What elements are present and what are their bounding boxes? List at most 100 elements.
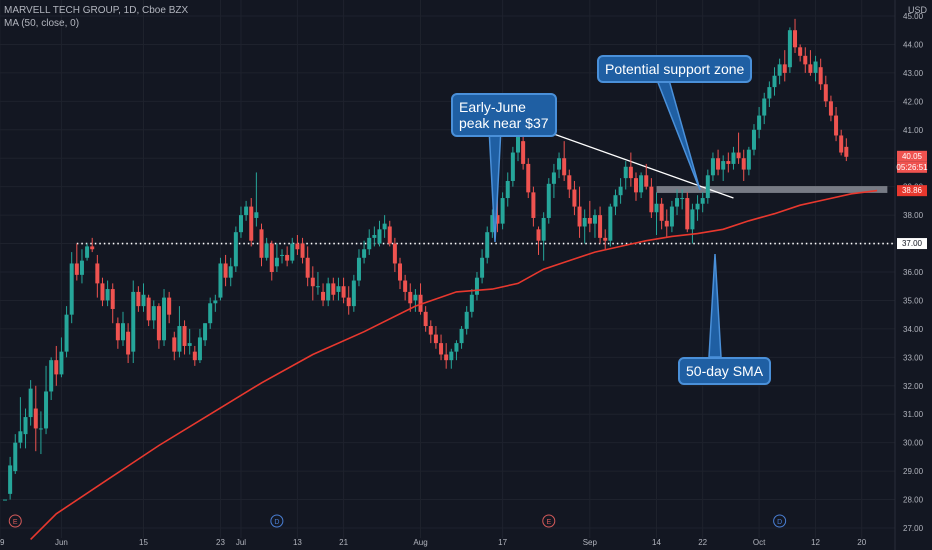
x-tick-label: Jun <box>55 538 68 547</box>
candle-up <box>213 300 218 304</box>
candle-up <box>690 209 695 230</box>
candle-up <box>510 152 515 181</box>
candle-up <box>280 254 285 256</box>
candle-up <box>336 286 341 292</box>
candle-up <box>777 64 782 76</box>
candle-down <box>408 291 413 304</box>
indicator-label[interactable]: MA (50, close, 0) <box>4 18 80 29</box>
candle-up <box>608 206 613 241</box>
candle-up <box>141 294 146 307</box>
y-tick-label: 31.00 <box>903 410 924 419</box>
candle-down <box>428 326 433 335</box>
candle-up <box>120 323 125 341</box>
candle-up <box>151 306 156 321</box>
candle-up <box>557 158 562 170</box>
candle-up <box>218 263 223 298</box>
candle-down <box>562 158 567 176</box>
currency-label: USD <box>908 5 928 15</box>
candle-up <box>244 206 249 216</box>
candle-down <box>192 351 197 361</box>
candle-up <box>177 326 182 352</box>
candle-up <box>459 328 464 344</box>
sma-callout[interactable]: 50-day SMA <box>678 357 772 385</box>
last-price-tag: 40.05 <box>902 152 923 161</box>
candle-up <box>490 215 495 233</box>
candle-down <box>603 237 608 241</box>
candle-up <box>197 337 202 361</box>
candle-up <box>500 198 505 224</box>
x-tick-label: Aug <box>413 538 427 547</box>
candle-down <box>136 291 141 307</box>
candle-down <box>716 158 721 170</box>
candle-up <box>449 351 454 361</box>
candle-up <box>546 183 551 218</box>
support-zone-callout[interactable]: Potential support zone <box>597 55 753 83</box>
candle-down <box>839 135 844 153</box>
candle-up <box>131 291 136 352</box>
ma-line <box>30 189 878 540</box>
candle-up <box>315 286 320 288</box>
candle-up <box>762 98 767 116</box>
candle-up <box>613 195 618 207</box>
candle-up <box>731 152 736 164</box>
ma-value-tag-bg <box>897 185 927 197</box>
candle-up <box>326 283 331 301</box>
x-tick-label: Oct <box>753 538 766 547</box>
x-tick-label: 22 <box>698 538 707 547</box>
candle-up <box>710 158 715 176</box>
candle-down <box>321 291 326 301</box>
countdown-tag: 05:26:51 <box>896 163 928 172</box>
candle-down <box>444 354 449 361</box>
candle-down <box>577 206 582 227</box>
time-axis[interactable]: 9 Jun 15 23 Jul 13 21 Aug 17 Sep 14 22 Oct 12 20 E D E D <box>0 514 867 547</box>
candle-up <box>721 161 726 170</box>
candle-up <box>264 243 269 258</box>
candle-up <box>18 431 23 443</box>
event-marker-label: D <box>274 519 279 526</box>
candle-down <box>182 326 187 346</box>
price-axis[interactable]: USD 27.00 28.00 29.00 30.00 31.00 32.00 33.00 34… <box>894 0 928 550</box>
candle-down <box>828 101 833 116</box>
candle-up <box>623 166 628 179</box>
candle-up <box>372 235 377 238</box>
candle-down <box>387 226 392 244</box>
y-tick-label: 34.00 <box>903 325 924 334</box>
candle-up <box>203 323 208 341</box>
candle-down <box>310 277 315 287</box>
overlays <box>76 120 895 245</box>
y-tick-label: 27.00 <box>903 524 924 533</box>
candle-down <box>628 166 633 179</box>
candle-down <box>95 263 100 284</box>
candle-up <box>485 232 490 258</box>
candle-down <box>531 192 536 218</box>
candle-up <box>705 175 710 199</box>
x-tick-label: 15 <box>139 538 148 547</box>
candle-down <box>126 331 131 355</box>
candle-up <box>85 246 90 258</box>
candle-down <box>803 55 808 65</box>
y-tick-label: 43.00 <box>903 69 924 78</box>
candle-up <box>59 351 64 375</box>
candle-up <box>669 206 674 227</box>
candle-up <box>49 360 54 392</box>
candle-down <box>798 47 803 56</box>
candle-up <box>582 217 587 227</box>
candle-down <box>736 152 741 159</box>
last-price-tag-bg <box>897 150 927 162</box>
candle-down <box>741 158 746 170</box>
symbol-title[interactable]: MARVELL TECH GROUP, 1D, Cboe BZX <box>4 5 189 16</box>
candle-down <box>172 337 177 352</box>
y-tick-label: 28.00 <box>903 496 924 505</box>
candle-down <box>167 297 172 315</box>
candle-down <box>726 161 731 164</box>
y-tick-label: 29.00 <box>903 467 924 476</box>
candle-down <box>300 243 305 258</box>
candle-down <box>285 254 290 261</box>
candle-up <box>464 311 469 329</box>
early-june-callout[interactable]: Early-June peak near $37 <box>451 93 557 137</box>
event-marker-label: E <box>13 519 18 526</box>
y-tick-label: 38.00 <box>903 211 924 220</box>
candle-up <box>105 289 110 301</box>
candle-down <box>793 30 798 48</box>
